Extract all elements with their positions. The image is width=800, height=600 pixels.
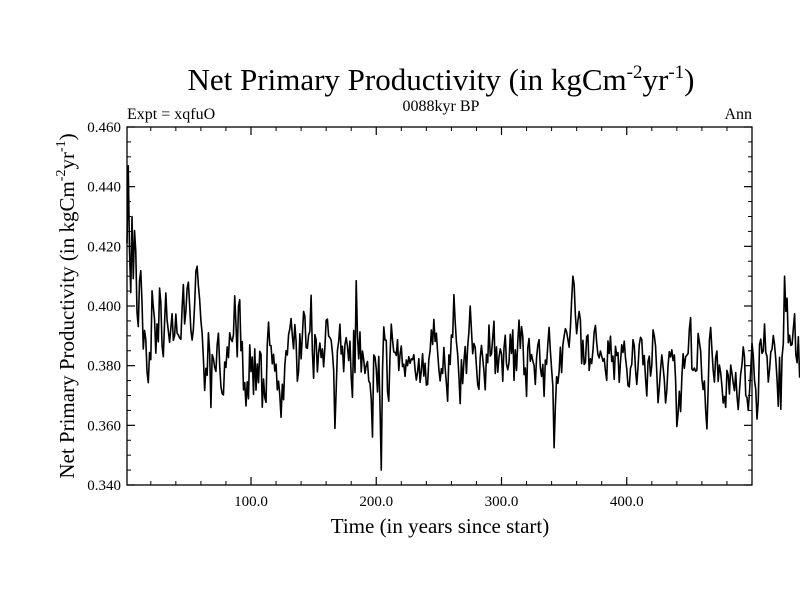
subtitle-left: Expt = xqfuO [127, 106, 215, 123]
y-tick-label: 0.400 [87, 299, 121, 315]
ylabel-end: ) [55, 133, 79, 140]
y-tick-label: 0.420 [87, 239, 121, 255]
x-tick-label: 300.0 [485, 494, 519, 510]
x-tick-label: 400.0 [610, 494, 644, 510]
y-tick-label: 0.340 [87, 478, 121, 494]
ylabel-mid: yr [55, 152, 79, 170]
y-tick-label: 0.440 [87, 180, 121, 196]
plot-frame [126, 126, 753, 486]
y-axis-label: Net Primary Productivity (in kgCm-2yr-1) [54, 133, 79, 478]
x-tick-label: 100.0 [234, 494, 268, 510]
subtitle-center: 0088kyr BP [403, 98, 480, 115]
y-tick-label: 0.380 [87, 359, 121, 375]
x-axis: 100.0 200.0 300.0 400.0 [150, 127, 728, 510]
ylabel-sup-2: -1 [54, 140, 69, 152]
subtitle-right: Ann [724, 106, 752, 123]
y-axis: 0.340 0.360 0.380 0.400 0.420 0.440 0.460 [87, 120, 752, 494]
y-tick-label: 0.460 [87, 120, 121, 136]
title-sup-1: -2 [627, 62, 643, 83]
title-mid: yr [642, 62, 669, 97]
ylabel-sup-1: -2 [54, 170, 69, 182]
title-end: ) [684, 62, 694, 97]
x-tick-label: 200.0 [359, 494, 393, 510]
x-axis-label: Time (in years since start) [331, 514, 550, 538]
title-main: Net Primary Productivity (in kgCm [188, 62, 627, 97]
ylabel-main: Net Primary Productivity (in kgCm [55, 181, 79, 478]
chart-title: Net Primary Productivity (in kgCm-2yr-1) [188, 62, 695, 97]
y-tick-label: 0.360 [87, 418, 121, 434]
series-line-ann [126, 164, 800, 471]
title-sup-2: -1 [668, 62, 684, 83]
